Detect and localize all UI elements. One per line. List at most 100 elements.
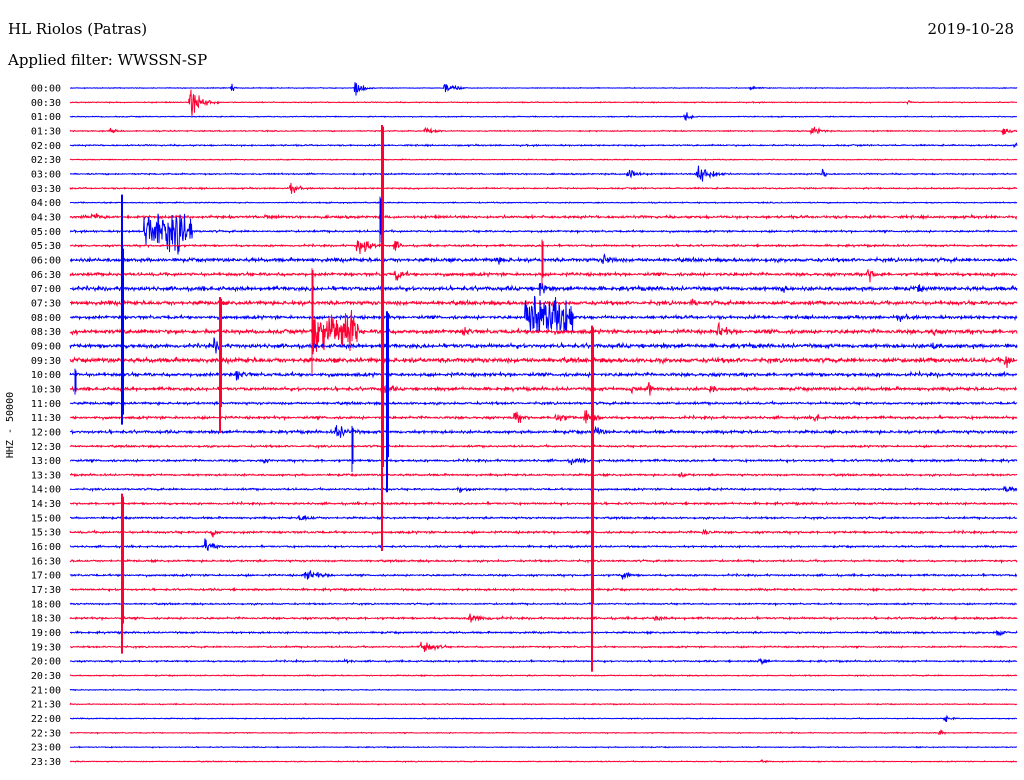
- time-label: 08:30: [31, 327, 61, 338]
- time-label: 13:30: [31, 470, 61, 481]
- date-label: 2019-10-28: [927, 20, 1014, 38]
- trace-line: [69, 310, 1018, 352]
- trace-line: [69, 485, 1018, 494]
- time-label: 12:30: [31, 442, 61, 453]
- spike-mark: [121, 493, 124, 654]
- spike-mark: [591, 325, 594, 672]
- time-label: 06:30: [31, 270, 61, 281]
- time-label: 01:30: [31, 126, 61, 137]
- time-label: 03:30: [31, 184, 61, 195]
- trace-line: [69, 82, 1018, 96]
- spike-mark: [379, 196, 382, 243]
- trace-line: [69, 569, 1018, 580]
- time-label: 20:00: [31, 657, 61, 668]
- y-axis-label: HHZ - 50000: [5, 392, 16, 458]
- trace-line: [69, 182, 1018, 194]
- time-label: 22:30: [31, 728, 61, 739]
- time-label: 14:30: [31, 499, 61, 510]
- spike-mark: [219, 296, 222, 433]
- time-label: 01:00: [31, 112, 61, 123]
- time-label: 05:30: [31, 241, 61, 252]
- time-label: 17:00: [31, 571, 61, 582]
- trace-line: [69, 370, 1018, 381]
- time-label: 23:30: [31, 757, 61, 768]
- time-label: 03:00: [31, 169, 61, 180]
- trace-line: [70, 714, 1018, 723]
- trace-line: [69, 282, 1018, 296]
- time-label: 23:00: [31, 743, 61, 754]
- time-label: 21:30: [31, 700, 61, 711]
- spike-mark: [351, 425, 354, 472]
- trace-line: [69, 558, 1018, 565]
- trace-line: [69, 443, 1018, 450]
- time-label: 00:00: [31, 84, 61, 95]
- time-label: 06:00: [31, 255, 61, 266]
- spike-mark: [121, 194, 124, 425]
- trace-line: [69, 212, 1018, 221]
- trace-line: [69, 89, 1018, 117]
- trace-line: [69, 758, 1018, 764]
- time-label: 08:00: [31, 313, 61, 324]
- trace-line: [69, 337, 1018, 354]
- time-label: 11:30: [31, 413, 61, 424]
- time-label: 05:00: [31, 227, 61, 238]
- trace-line: [69, 688, 1018, 692]
- time-label: 16:30: [31, 556, 61, 567]
- trace-line: [69, 382, 1018, 396]
- spike-mark: [381, 124, 384, 551]
- trace-line: [69, 538, 1018, 552]
- time-label: 09:00: [31, 341, 61, 352]
- trace-line: [69, 586, 1018, 593]
- time-label: 18:00: [31, 599, 61, 610]
- trace-line: [69, 613, 1018, 623]
- trace-line: [69, 528, 1018, 538]
- trace-line: [69, 729, 1018, 736]
- time-label: 14:00: [31, 485, 61, 496]
- trace-line: [69, 213, 1018, 255]
- time-label: 04:30: [31, 212, 61, 223]
- trace-line: [69, 673, 1018, 678]
- time-label: 22:00: [31, 714, 61, 725]
- time-label: 18:30: [31, 614, 61, 625]
- time-label: 16:00: [31, 542, 61, 553]
- trace-line: [69, 425, 1018, 438]
- trace-line: [69, 629, 1018, 637]
- trace-line: [69, 515, 1018, 522]
- trace-line: [69, 142, 1018, 149]
- trace-line: [69, 410, 1018, 424]
- trace-line: [69, 295, 1018, 333]
- time-label: 13:00: [31, 456, 61, 467]
- time-label: 15:00: [31, 513, 61, 524]
- spike-mark: [541, 239, 544, 286]
- trace-line: [69, 472, 1018, 478]
- trace-group: [69, 82, 1018, 764]
- trace-line: [70, 641, 1018, 652]
- trace-line: [69, 126, 1018, 136]
- time-label: 19:00: [31, 628, 61, 639]
- trace-line: [69, 200, 1018, 205]
- station-title: HL Riolos (Patras): [8, 20, 148, 38]
- time-label-group: 00:00 00:30 01:00 01:30 02:00 02:30 03:00 03:30…: [31, 84, 61, 769]
- filter-label: Applied filter: WWSSN-SP: [8, 51, 208, 69]
- spike-mark: [74, 368, 77, 395]
- spike-mark: [386, 311, 389, 493]
- time-label: 15:30: [31, 528, 61, 539]
- trace-line: [69, 745, 1018, 749]
- time-label: 07:00: [31, 284, 61, 295]
- time-label: 11:00: [31, 399, 61, 410]
- trace-line: [69, 457, 1018, 466]
- time-label: 02:00: [31, 141, 61, 152]
- trace-line: [69, 657, 1018, 665]
- time-label: 19:30: [31, 642, 61, 653]
- time-label: 10:00: [31, 370, 61, 381]
- time-label: 02:30: [31, 155, 61, 166]
- time-label: 07:30: [31, 298, 61, 309]
- trace-line: [69, 165, 1018, 182]
- time-label: 20:30: [31, 671, 61, 682]
- time-label: 21:00: [31, 685, 61, 696]
- trace-line: [69, 601, 1018, 607]
- time-label: 10:30: [31, 384, 61, 395]
- time-label: 00:30: [31, 98, 61, 109]
- trace-line: [69, 158, 1018, 162]
